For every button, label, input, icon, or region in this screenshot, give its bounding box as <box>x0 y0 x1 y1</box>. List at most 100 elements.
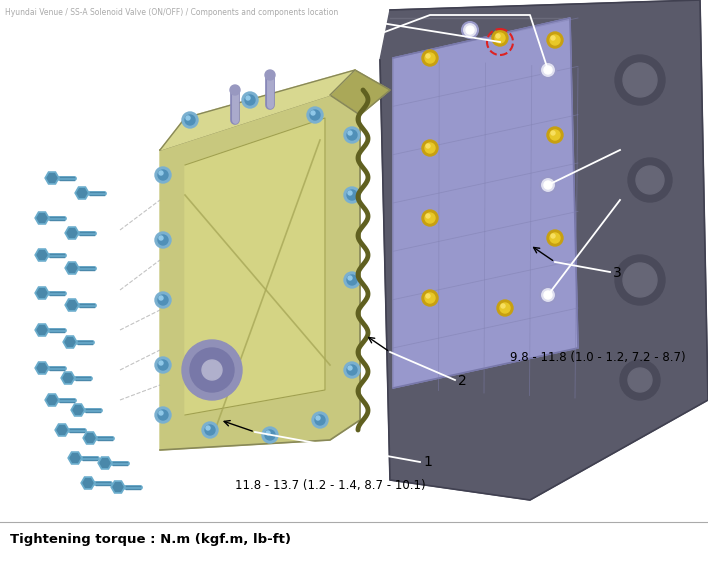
Polygon shape <box>57 426 67 434</box>
Polygon shape <box>61 372 75 384</box>
Text: 1: 1 <box>423 455 432 469</box>
Polygon shape <box>63 336 77 348</box>
Circle shape <box>422 140 438 156</box>
Polygon shape <box>70 454 80 462</box>
Circle shape <box>422 210 438 226</box>
Circle shape <box>547 32 563 48</box>
Polygon shape <box>83 432 97 444</box>
Circle shape <box>615 55 665 105</box>
Circle shape <box>155 357 171 373</box>
Circle shape <box>540 62 556 78</box>
Circle shape <box>185 115 195 125</box>
Polygon shape <box>380 0 708 500</box>
Circle shape <box>422 50 438 66</box>
Polygon shape <box>68 452 82 464</box>
Polygon shape <box>65 338 75 346</box>
Polygon shape <box>45 394 59 406</box>
Polygon shape <box>37 214 47 222</box>
Circle shape <box>426 214 430 218</box>
Circle shape <box>186 116 190 120</box>
Circle shape <box>155 167 171 183</box>
Polygon shape <box>67 301 77 310</box>
Polygon shape <box>35 362 49 374</box>
Circle shape <box>159 236 163 240</box>
Circle shape <box>348 131 352 135</box>
Circle shape <box>262 427 278 443</box>
Circle shape <box>547 230 563 246</box>
Circle shape <box>190 348 234 392</box>
Polygon shape <box>55 424 69 436</box>
Circle shape <box>158 410 168 420</box>
Circle shape <box>551 131 555 135</box>
Polygon shape <box>47 396 57 404</box>
Circle shape <box>347 275 357 285</box>
Circle shape <box>182 340 242 400</box>
Polygon shape <box>77 188 87 198</box>
Polygon shape <box>35 249 49 261</box>
Circle shape <box>316 416 320 420</box>
Circle shape <box>230 85 240 95</box>
Polygon shape <box>111 481 125 493</box>
Circle shape <box>348 276 352 280</box>
Circle shape <box>422 290 438 306</box>
Circle shape <box>246 96 250 100</box>
Text: 11.8 - 13.7 (1.2 - 1.4, 8.7 - 10.1): 11.8 - 13.7 (1.2 - 1.4, 8.7 - 10.1) <box>234 479 426 492</box>
Circle shape <box>540 177 556 193</box>
Circle shape <box>492 30 508 46</box>
Polygon shape <box>35 287 49 299</box>
Circle shape <box>550 35 560 45</box>
Circle shape <box>425 143 435 153</box>
Circle shape <box>344 272 360 288</box>
Polygon shape <box>65 262 79 274</box>
Polygon shape <box>75 187 89 199</box>
Circle shape <box>544 66 552 74</box>
Circle shape <box>425 293 435 303</box>
Circle shape <box>265 70 275 80</box>
Circle shape <box>158 295 168 305</box>
Circle shape <box>501 304 505 308</box>
Polygon shape <box>65 227 79 239</box>
Circle shape <box>315 415 325 425</box>
Circle shape <box>347 130 357 140</box>
Circle shape <box>425 213 435 223</box>
Circle shape <box>206 426 210 430</box>
Circle shape <box>426 294 430 298</box>
Polygon shape <box>83 479 93 487</box>
Text: 9.8 - 11.8 (1.0 - 1.2, 7.2 - 8.7): 9.8 - 11.8 (1.0 - 1.2, 7.2 - 8.7) <box>510 351 686 365</box>
Circle shape <box>462 22 478 38</box>
Circle shape <box>544 181 552 189</box>
Text: 3: 3 <box>613 266 622 280</box>
Polygon shape <box>393 18 578 388</box>
Polygon shape <box>65 299 79 311</box>
Circle shape <box>547 127 563 143</box>
Polygon shape <box>67 229 77 237</box>
Text: Tightening torque : N.m (kgf.m, lb-ft): Tightening torque : N.m (kgf.m, lb-ft) <box>10 534 291 547</box>
Polygon shape <box>35 212 49 224</box>
Polygon shape <box>71 404 85 416</box>
Polygon shape <box>35 324 49 336</box>
Polygon shape <box>85 434 95 443</box>
Polygon shape <box>37 325 47 335</box>
Polygon shape <box>330 70 390 115</box>
Circle shape <box>550 233 560 243</box>
Circle shape <box>500 303 510 313</box>
Polygon shape <box>100 458 110 468</box>
Circle shape <box>159 411 163 415</box>
Circle shape <box>307 107 323 123</box>
Circle shape <box>311 111 315 115</box>
Polygon shape <box>45 172 59 184</box>
Circle shape <box>466 26 474 34</box>
Circle shape <box>620 360 660 400</box>
Circle shape <box>242 92 258 108</box>
Polygon shape <box>185 118 325 415</box>
Circle shape <box>496 34 500 38</box>
Circle shape <box>425 53 435 63</box>
Polygon shape <box>73 406 83 414</box>
Polygon shape <box>37 364 47 372</box>
Circle shape <box>155 407 171 423</box>
Circle shape <box>344 127 360 143</box>
Circle shape <box>348 366 352 370</box>
Circle shape <box>158 235 168 245</box>
Circle shape <box>628 158 672 202</box>
Polygon shape <box>37 289 47 297</box>
